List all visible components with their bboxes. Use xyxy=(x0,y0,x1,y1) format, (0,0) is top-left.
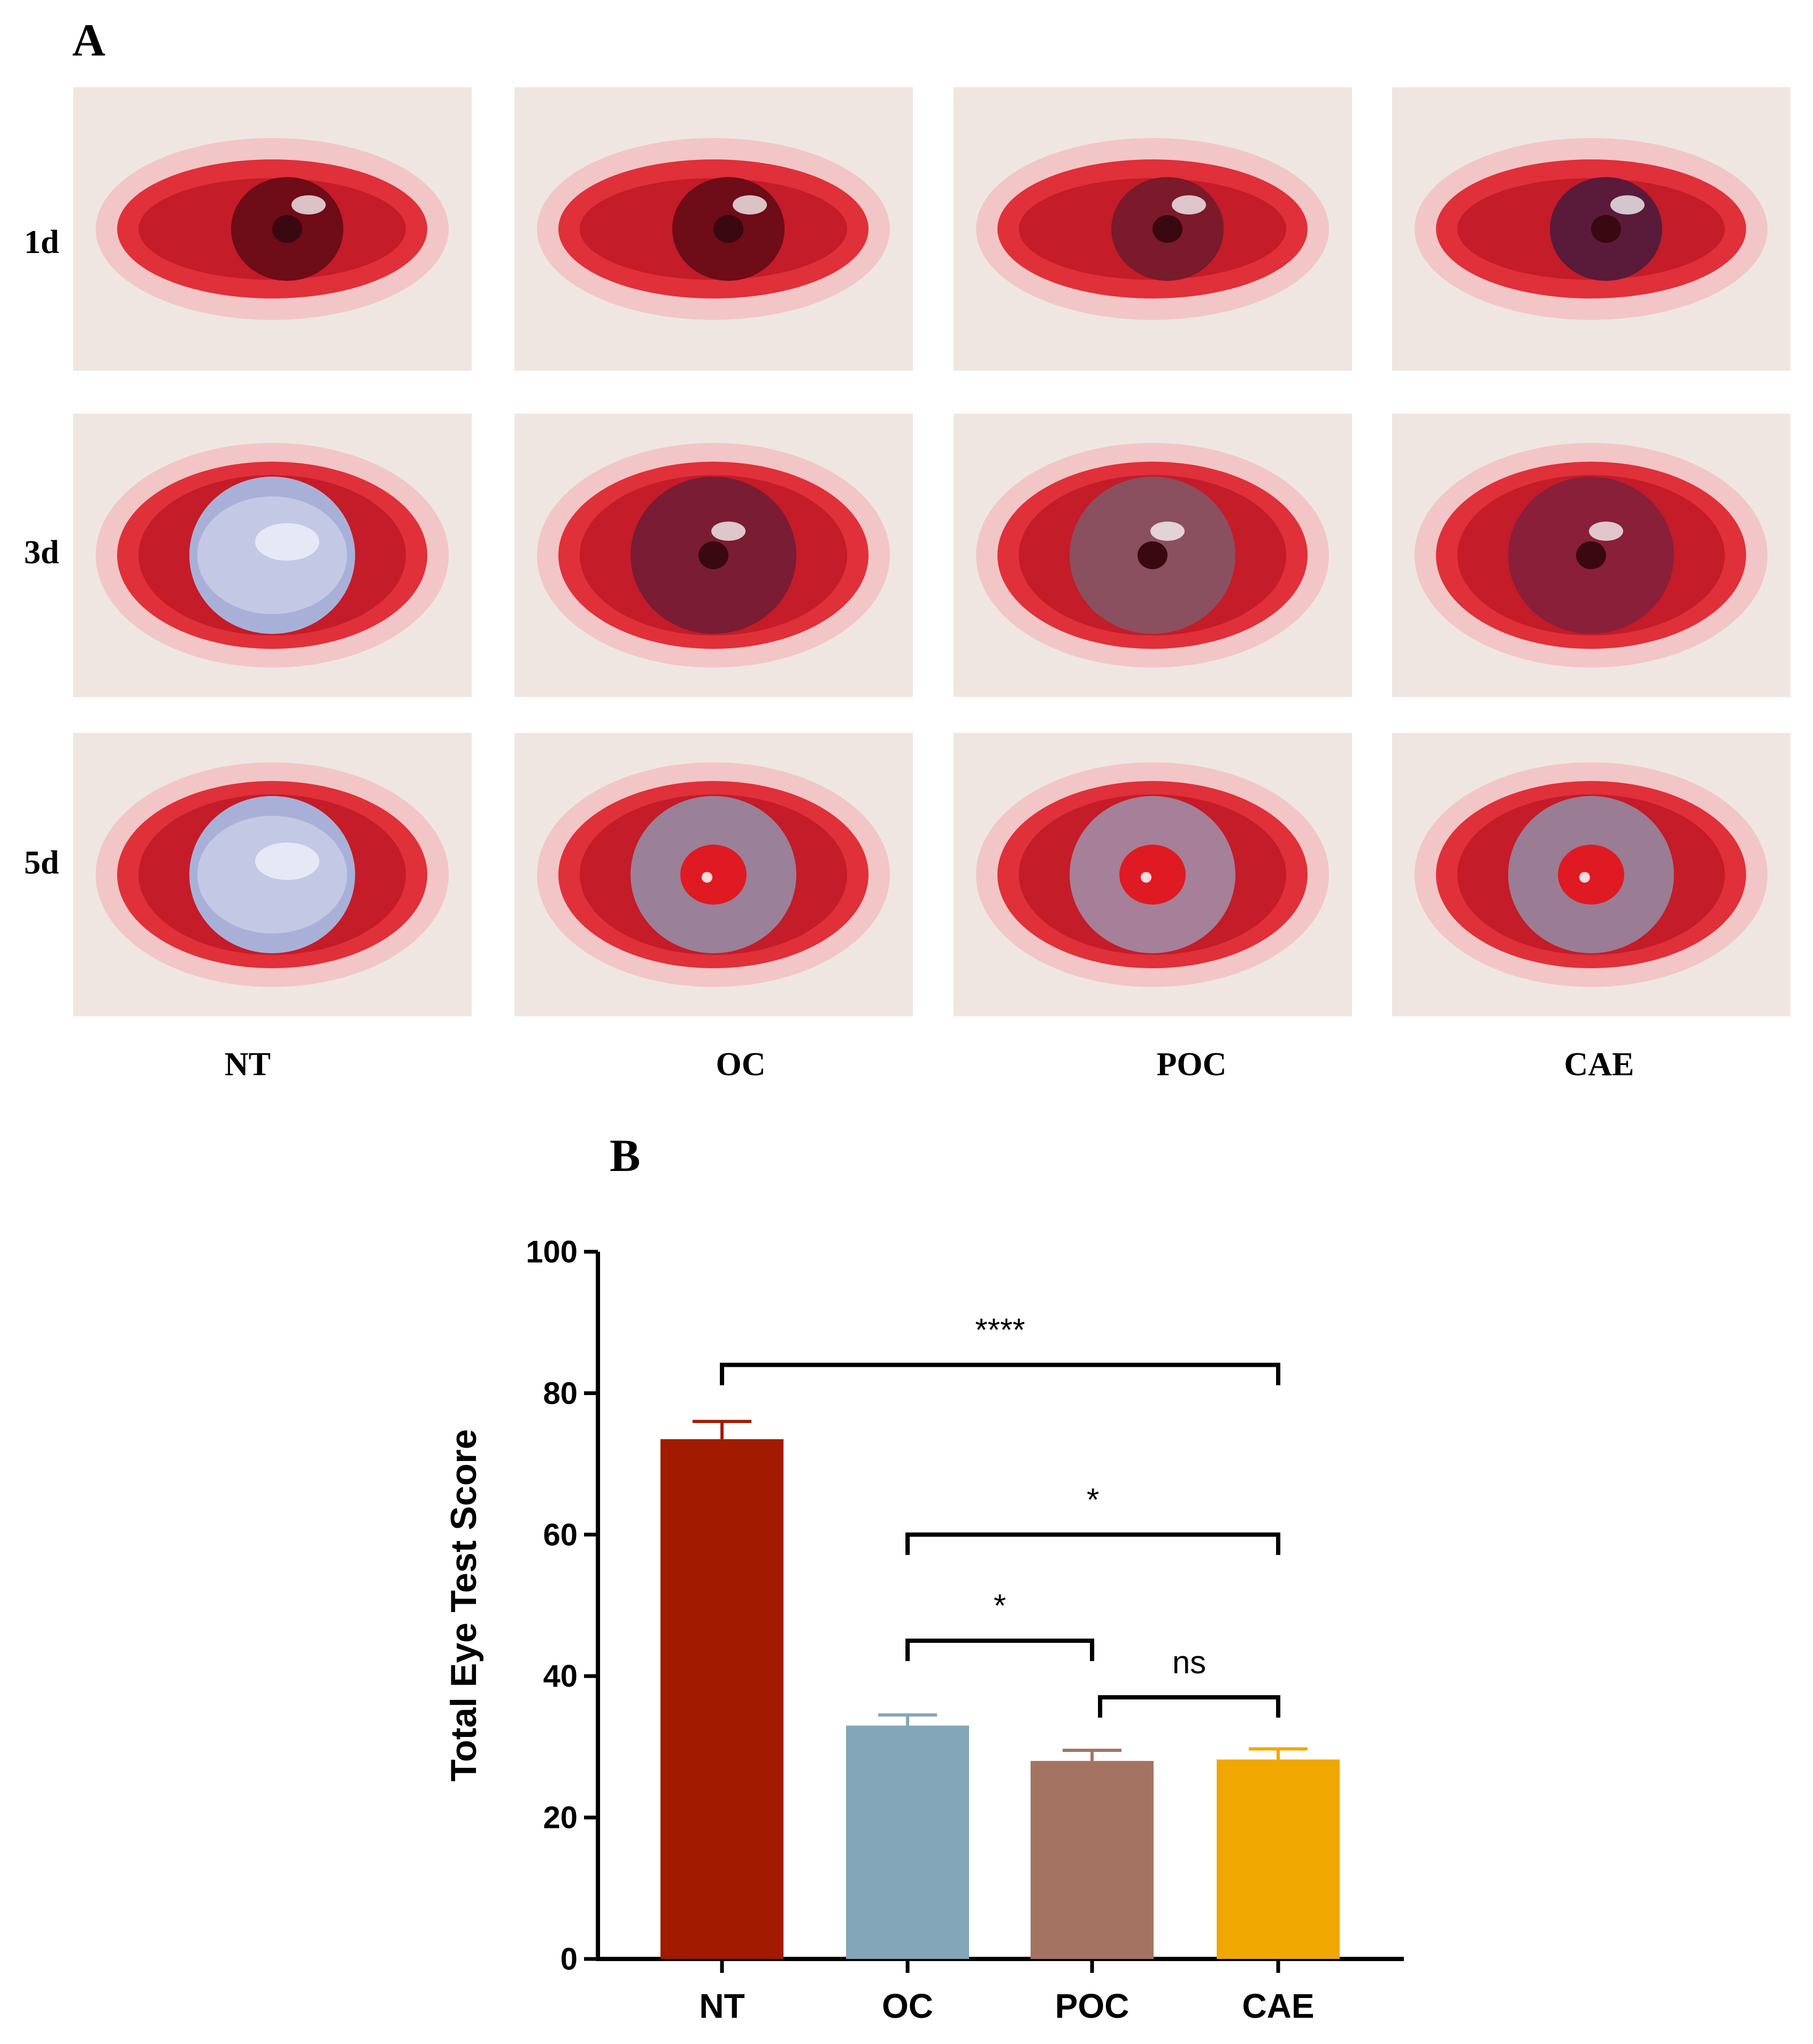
bar-nt xyxy=(660,1439,783,1959)
column-label-nt: NT xyxy=(224,1046,271,1083)
significance-label-4: ns xyxy=(1172,1644,1206,1680)
significance-bracket-2 xyxy=(905,1532,1280,1555)
eye-photo-oc-3d xyxy=(514,414,913,697)
column-label-poc: POC xyxy=(1156,1046,1227,1083)
panel-b-label: B xyxy=(610,1130,641,1181)
row-label-3d: 3d xyxy=(24,534,59,571)
eye-photo-nt-3d xyxy=(73,414,472,697)
bar-cae xyxy=(1217,1759,1340,1959)
eye-photo-poc-1d xyxy=(954,87,1352,371)
bar-oc xyxy=(846,1725,969,1959)
y-tick-label-100: 100 xyxy=(526,1235,578,1269)
eye-photo-cae-5d xyxy=(1392,733,1791,1016)
significance-bracket-3 xyxy=(905,1639,1094,1662)
significance-bracket-4 xyxy=(1098,1695,1280,1718)
column-label-oc: OC xyxy=(716,1046,766,1083)
row-label-5d: 5d xyxy=(24,845,59,881)
eye-photo-poc-5d xyxy=(954,733,1352,1016)
bar-poc xyxy=(1031,1760,1154,1959)
eye-photo-oc-1d xyxy=(514,87,913,371)
eye-photo-cae-3d xyxy=(1392,414,1791,697)
y-tick-label-0: 0 xyxy=(560,1942,578,1977)
column-label-cae: CAE xyxy=(1564,1046,1634,1083)
significance-bracket-1 xyxy=(720,1362,1280,1385)
y-tick-label-20: 20 xyxy=(543,1801,578,1835)
eye-photo-poc-3d xyxy=(954,414,1352,697)
x-tick-label-oc: OC xyxy=(882,1987,933,2025)
y-axis-label: Total Eye Test Score xyxy=(443,1429,484,1782)
x-tick-label-nt: NT xyxy=(699,1987,744,2025)
eye-photo-oc-5d xyxy=(514,733,913,1016)
x-tick-label-poc: POC xyxy=(1055,1987,1130,2025)
significance-label-2: * xyxy=(1087,1482,1099,1518)
panel-a-label: A xyxy=(72,14,106,66)
eye-photo-nt-1d xyxy=(73,87,472,371)
eye-photo-cae-1d xyxy=(1392,87,1791,371)
y-tick-label-60: 60 xyxy=(543,1518,578,1552)
significance-label-1: **** xyxy=(975,1312,1025,1348)
x-tick-label-cae: CAE xyxy=(1242,1987,1314,2025)
y-tick-label-40: 40 xyxy=(543,1659,578,1694)
eye-photo-nt-5d xyxy=(73,733,472,1016)
y-tick-label-80: 80 xyxy=(543,1376,578,1411)
significance-label-3: * xyxy=(994,1588,1006,1624)
row-label-1d: 1d xyxy=(24,224,59,261)
